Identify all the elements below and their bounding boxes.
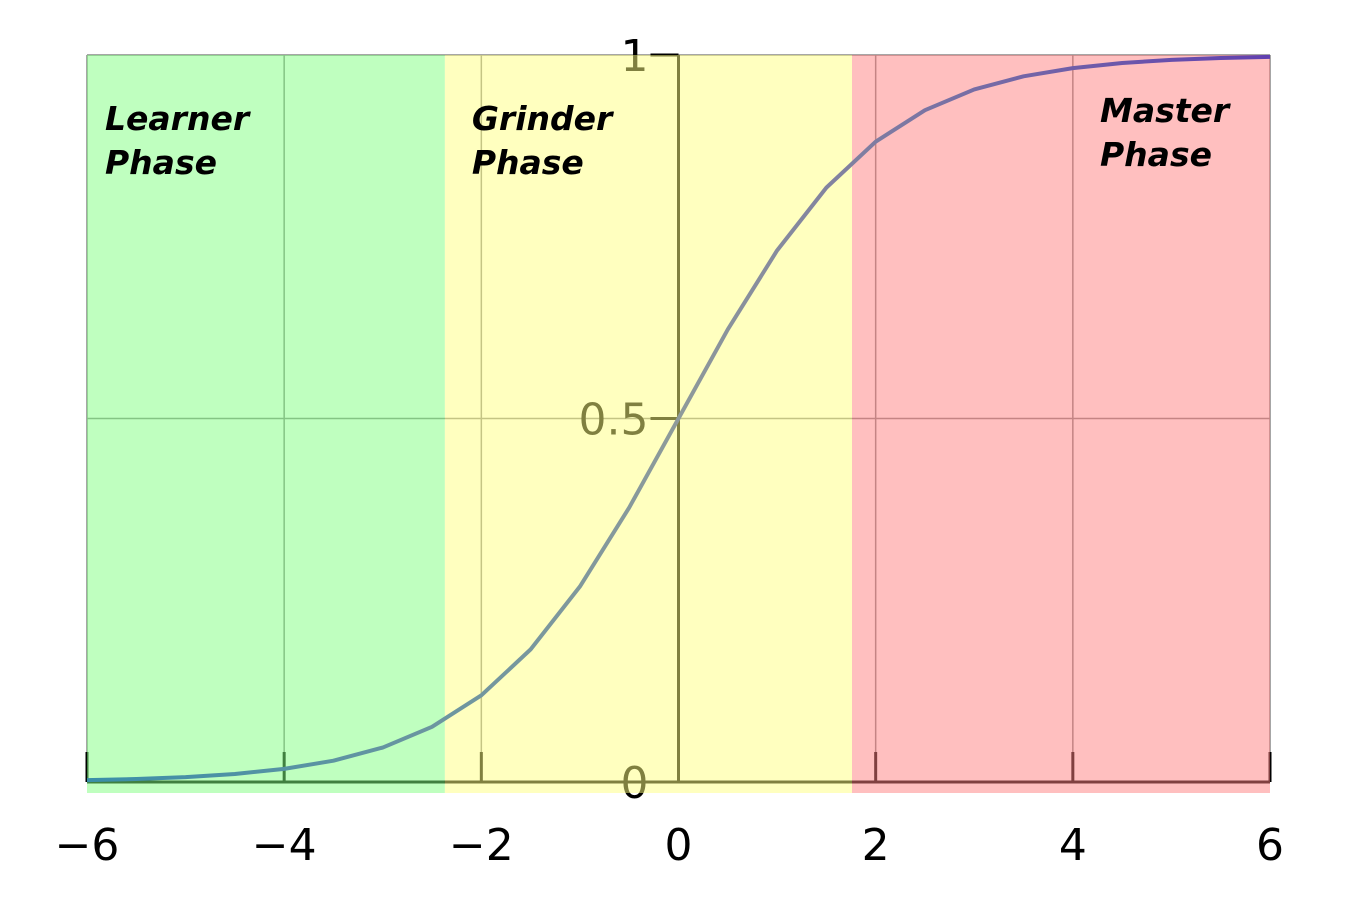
phase-region xyxy=(87,55,445,793)
sigmoid-curve xyxy=(86,54,1271,783)
x-tick-label: −2 xyxy=(449,820,514,871)
region-label: Phase xyxy=(1100,135,1212,174)
x-tick-label: −4 xyxy=(252,820,317,871)
region-label: Master xyxy=(1100,91,1231,130)
x-tick-label: 0 xyxy=(665,820,693,871)
x-tick-label: −6 xyxy=(55,820,120,871)
region-label: Phase xyxy=(472,143,584,182)
region-label: Phase xyxy=(105,143,217,182)
x-tick-label: 4 xyxy=(1059,820,1087,871)
x-tick-label: 2 xyxy=(862,820,890,871)
phase-region xyxy=(444,55,853,793)
region-label: Grinder xyxy=(472,99,614,138)
region-label: Learner xyxy=(105,99,251,138)
phase-region xyxy=(852,55,1270,793)
x-tick-label: 6 xyxy=(1256,820,1284,871)
